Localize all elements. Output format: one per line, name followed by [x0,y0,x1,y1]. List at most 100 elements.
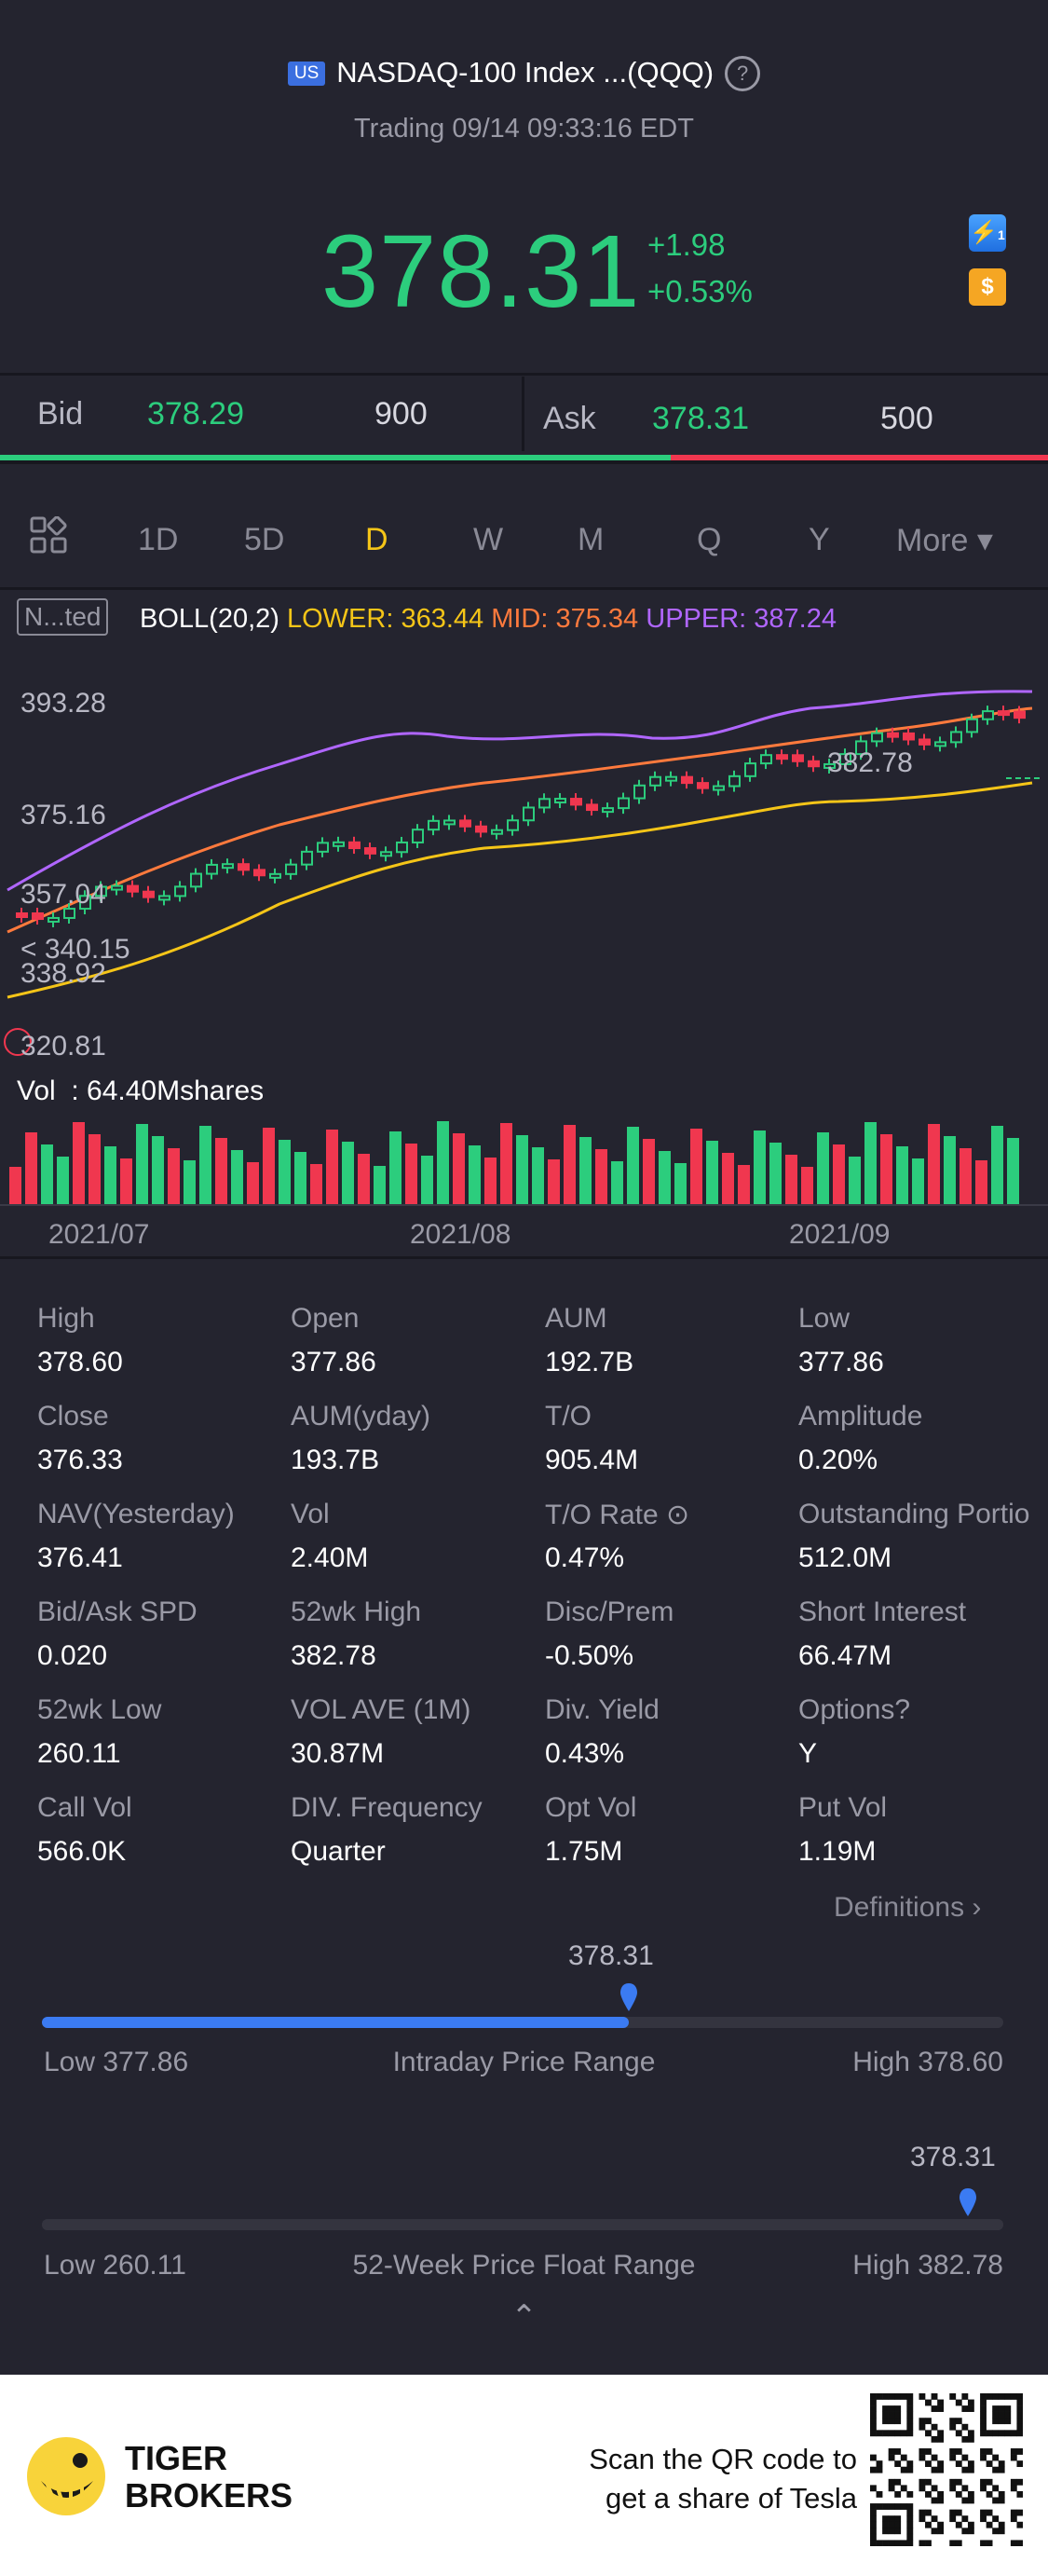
tab-5d[interactable]: 5D [244,522,285,557]
qr-module [980,2430,987,2437]
qr-module [967,2435,974,2443]
stat-label: Outstanding Portio [798,1499,1030,1529]
qr-module [937,2460,945,2468]
candle [776,754,788,760]
volume-bar [564,1125,576,1204]
qr-module [1010,2515,1017,2523]
stat-value: 1.75M [545,1836,623,1867]
tab-d[interactable]: D [365,522,388,557]
qr-module [925,2540,932,2546]
qr-code-icon[interactable] [870,2393,1023,2546]
instrument-title[interactable]: US NASDAQ-100 Index ...(QQQ)? [0,56,1048,91]
candle [475,825,487,833]
ask-label: Ask [543,401,596,436]
qr-module [961,2435,969,2443]
volume-bar [548,1159,560,1204]
stat-label: Put Vol [798,1792,888,1823]
qr-module [870,2466,877,2473]
qr-module [1010,2393,1017,2400]
qr-module [925,2521,932,2528]
qr-module [894,2405,902,2412]
volume-bar [690,1129,702,1204]
tab-y[interactable]: Y [809,522,830,557]
bid-ask-bar [0,455,1048,460]
qr-module [1004,2393,1012,2400]
qr-module [888,2393,895,2400]
qr-module [888,2430,895,2437]
candle [966,718,978,733]
candle [333,841,345,847]
candle [839,753,851,765]
tab-m[interactable]: M [578,522,605,557]
candle [808,760,820,768]
qr-module [870,2411,877,2418]
bid-size: 900 [374,396,428,432]
volume-bar [960,1148,972,1204]
qr-module [1010,2540,1017,2546]
reset-icon[interactable] [4,1028,32,1056]
stat-value: 0.20% [798,1445,878,1475]
qr-module [980,2393,987,2400]
tab-w[interactable]: W [473,522,504,557]
qr-module [998,2411,1005,2418]
candle [238,863,250,871]
tab-q[interactable]: Q [697,522,722,557]
candle [1014,710,1026,719]
lightning-glyph: ⚡ [970,220,999,245]
qr-module [882,2405,889,2412]
x-axis-label: 2021/08 [410,1219,511,1250]
indicator-tag[interactable]: N...ted [17,598,109,636]
qr-module [925,2430,932,2437]
candle [649,775,661,787]
collapse-icon[interactable]: ⌃ [510,2299,538,2335]
more-menu[interactable]: More ▾ [896,523,993,558]
brand-line1: TIGER [125,2439,228,2477]
stat-label: VOL AVE (1M) [291,1694,471,1725]
qr-module [882,2430,889,2437]
volume-chart[interactable] [0,1109,1048,1204]
qr-module [992,2411,1000,2418]
candle [728,774,741,788]
qr-module [1010,2448,1017,2455]
qr-module [919,2478,926,2486]
tab-1d[interactable]: 1D [138,522,179,557]
definitions-link[interactable]: Definitions › [834,1892,982,1923]
intraday-title: Intraday Price Range [392,2047,656,2077]
lightning-sub: 1 [998,227,1005,242]
qr-module [937,2405,945,2412]
stat-value: 382.78 [291,1640,376,1671]
volume-bar [595,1149,607,1204]
qr-module [967,2399,974,2406]
qr-module [955,2490,962,2498]
price-chart[interactable] [0,652,1048,1212]
qr-module [1004,2405,1012,2412]
qr-module [949,2515,957,2523]
candle [206,863,218,875]
tiger-logo-icon [27,2437,105,2515]
candle [903,732,915,741]
dollar-icon[interactable]: $ [969,268,1006,306]
lightning-icon[interactable]: ⚡1 [969,214,1006,252]
qr-module [961,2393,969,2400]
qr-module [870,2540,877,2546]
x-axis-label: 2021/07 [48,1219,150,1250]
qr-module [870,2405,877,2412]
volume-bar [57,1157,69,1204]
grid-icon[interactable] [30,515,67,554]
qr-module [980,2515,987,2523]
stat-label: High [37,1303,95,1334]
volume-bar [247,1162,259,1204]
qr-module [1004,2418,1012,2425]
qr-module [1016,2478,1023,2486]
stat-value: 192.7B [545,1347,634,1377]
help-icon[interactable]: ? [725,56,761,91]
candle [998,710,1010,717]
stat-label: T/O Rate ⊙ [545,1500,690,1530]
candle [491,829,503,835]
qr-module [1016,2423,1023,2431]
qr-module [961,2497,969,2504]
volume-bar [263,1128,275,1204]
volume-bar [579,1137,592,1204]
qr-module [998,2528,1005,2535]
qr-module [906,2503,914,2510]
